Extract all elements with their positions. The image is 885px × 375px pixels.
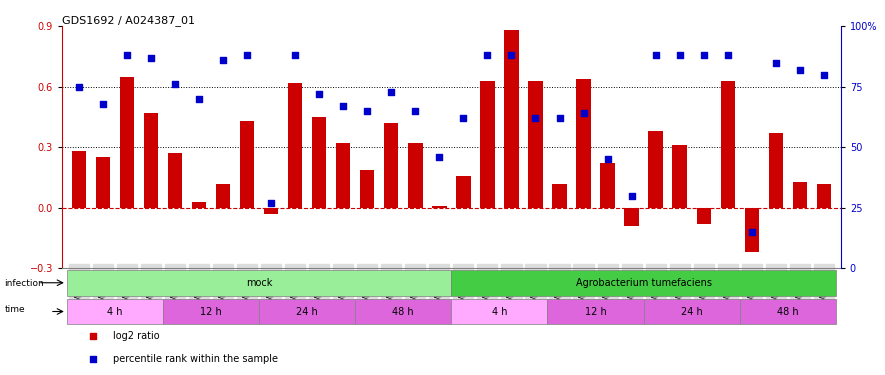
Bar xyxy=(720,81,735,208)
Point xyxy=(312,91,327,97)
Bar xyxy=(96,158,110,208)
Bar xyxy=(625,208,639,226)
Bar xyxy=(696,208,711,224)
Point xyxy=(696,52,711,58)
Point xyxy=(649,52,663,58)
Point xyxy=(673,52,687,58)
Bar xyxy=(817,184,831,208)
Bar xyxy=(119,77,134,208)
Text: 24 h: 24 h xyxy=(681,306,703,316)
FancyBboxPatch shape xyxy=(740,298,836,324)
Bar xyxy=(456,176,471,208)
Bar xyxy=(408,143,422,208)
Text: 48 h: 48 h xyxy=(777,306,798,316)
Point xyxy=(745,229,759,235)
Point xyxy=(86,356,100,362)
Text: 12 h: 12 h xyxy=(200,306,222,316)
Bar xyxy=(312,117,327,208)
Point xyxy=(240,52,254,58)
Point xyxy=(168,81,182,87)
Point xyxy=(72,84,86,90)
Bar xyxy=(769,133,783,208)
Text: Agrobacterium tumefaciens: Agrobacterium tumefaciens xyxy=(575,278,712,288)
FancyBboxPatch shape xyxy=(66,270,451,296)
Bar xyxy=(649,131,663,208)
Point xyxy=(817,72,831,78)
Bar xyxy=(192,202,206,208)
Point xyxy=(528,115,543,121)
Bar xyxy=(216,184,230,208)
Text: time: time xyxy=(4,305,25,314)
Text: percentile rank within the sample: percentile rank within the sample xyxy=(112,354,278,364)
Bar xyxy=(481,81,495,208)
Text: 4 h: 4 h xyxy=(492,306,507,316)
FancyBboxPatch shape xyxy=(451,298,548,324)
Point xyxy=(769,60,783,66)
Bar xyxy=(673,145,687,208)
Bar xyxy=(504,30,519,208)
Bar xyxy=(336,143,350,208)
Point xyxy=(504,52,519,58)
Point xyxy=(576,110,590,116)
Bar xyxy=(600,164,615,208)
Bar xyxy=(576,79,591,208)
FancyBboxPatch shape xyxy=(548,298,643,324)
Point xyxy=(408,108,422,114)
Point xyxy=(336,103,350,109)
Text: GDS1692 / A024387_01: GDS1692 / A024387_01 xyxy=(62,15,195,26)
Point xyxy=(384,88,398,94)
Bar xyxy=(264,208,278,214)
Bar xyxy=(72,152,86,208)
Text: mock: mock xyxy=(246,278,273,288)
Bar xyxy=(744,208,759,252)
Point xyxy=(552,115,566,121)
Point xyxy=(86,333,100,339)
Text: 4 h: 4 h xyxy=(107,306,123,316)
Point xyxy=(432,154,446,160)
Point xyxy=(457,115,471,121)
Point xyxy=(143,55,158,61)
Point xyxy=(96,101,110,107)
Bar xyxy=(168,153,182,208)
Bar xyxy=(288,83,303,208)
Point xyxy=(793,67,807,73)
Point xyxy=(360,108,374,114)
Bar xyxy=(384,123,398,208)
Point xyxy=(264,200,278,206)
FancyBboxPatch shape xyxy=(643,298,740,324)
Bar xyxy=(552,184,566,208)
Bar xyxy=(360,170,374,208)
Text: infection: infection xyxy=(4,279,44,288)
Text: log2 ratio: log2 ratio xyxy=(112,331,159,341)
Text: 12 h: 12 h xyxy=(585,306,606,316)
Point xyxy=(625,193,639,199)
Text: 24 h: 24 h xyxy=(296,306,318,316)
FancyBboxPatch shape xyxy=(259,298,355,324)
Point xyxy=(192,96,206,102)
Bar xyxy=(528,81,543,208)
FancyBboxPatch shape xyxy=(355,298,451,324)
FancyBboxPatch shape xyxy=(451,270,836,296)
Point xyxy=(601,156,615,162)
Point xyxy=(119,52,134,58)
Point xyxy=(720,52,735,58)
Bar xyxy=(143,113,158,208)
Point xyxy=(481,52,495,58)
FancyBboxPatch shape xyxy=(163,298,259,324)
Bar xyxy=(793,182,807,208)
Point xyxy=(216,57,230,63)
FancyBboxPatch shape xyxy=(66,298,163,324)
Bar xyxy=(240,121,254,208)
Point xyxy=(288,52,302,58)
Bar xyxy=(432,206,447,208)
Text: 48 h: 48 h xyxy=(392,306,414,316)
